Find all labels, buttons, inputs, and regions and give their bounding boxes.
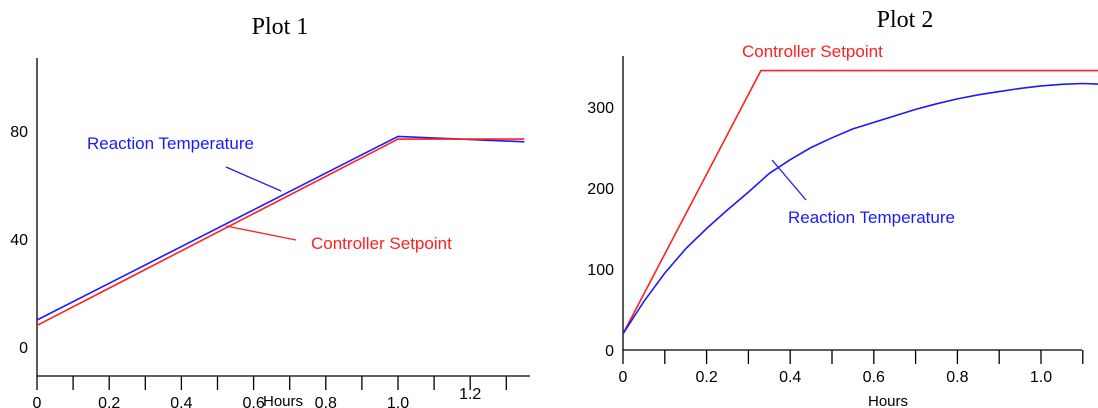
plot-1-y-tick-label: 40 — [10, 232, 28, 249]
plot-2-x-tick-label: 0.4 — [779, 369, 801, 386]
plot-2-y-tick-label: 0 — [605, 343, 614, 360]
plot-2-x-tick-label: 0 — [619, 369, 628, 386]
plot-1-title: Plot 1 — [252, 14, 309, 40]
plot-2: Plot 2 00.20.40.60.81.01.20100200300 Hou… — [587, 7, 1098, 408]
plot-2-y-tick-label: 300 — [587, 100, 614, 117]
plot-2-y-tick-label: 200 — [587, 181, 614, 198]
plot-2-x-tick-label: 0.8 — [946, 369, 968, 386]
plot-1-setpoint-annotation: Controller Setpoint — [311, 234, 452, 253]
plot-2-title: Plot 2 — [877, 7, 934, 33]
plot-1-x-tick-label: 0.8 — [315, 395, 337, 408]
plot-2-x-axis-label: Hours — [868, 393, 908, 408]
plot-1-x-tick-label: 0 — [33, 395, 42, 408]
plot-1-y-tick-label: 80 — [10, 124, 28, 141]
plot-1-x-tick-label: 0.4 — [170, 395, 192, 408]
plot-2-temperature-leader — [771, 159, 807, 201]
plot-1-x-tick-label: 0.6 — [242, 395, 264, 408]
plot-1-temperature-annotation: Reaction Temperature — [87, 134, 254, 153]
plot-2-x-tick-label: 0.2 — [695, 369, 717, 386]
plot-1-temperature-leader — [225, 166, 282, 192]
plot-2-setpoint-annotation: Controller Setpoint — [742, 42, 883, 61]
plot-1-setpoint-leader — [225, 225, 297, 241]
plot-1-reaction-temperature-line — [36, 135, 525, 321]
plot-2-x-tick-label: 0.6 — [863, 369, 885, 386]
plot-2-reaction-temperature-line — [622, 82, 1098, 335]
plot-1-x-tick-label: 1.2 — [459, 386, 481, 403]
plot-1-controller-setpoint-line — [36, 138, 525, 327]
plot-1-x-axis-label: Hours — [263, 393, 303, 408]
plot-2-x-tick-label: 1.0 — [1030, 369, 1052, 386]
plot-1-x-tick-label: 1.0 — [387, 395, 409, 408]
plot-1-x-tick-label: 0.2 — [98, 395, 120, 408]
plot-1-y-tick-label: 0 — [19, 340, 28, 357]
plot-2-controller-setpoint-line — [622, 69, 1098, 335]
plot-2-y-tick-label: 100 — [587, 262, 614, 279]
plot-2-temperature-annotation: Reaction Temperature — [788, 208, 955, 227]
plot-1: Plot 1 0 0.2 0.4 0.6 0.8 1.0 1.2 0 40 80 Hours Re… — [10, 14, 530, 408]
